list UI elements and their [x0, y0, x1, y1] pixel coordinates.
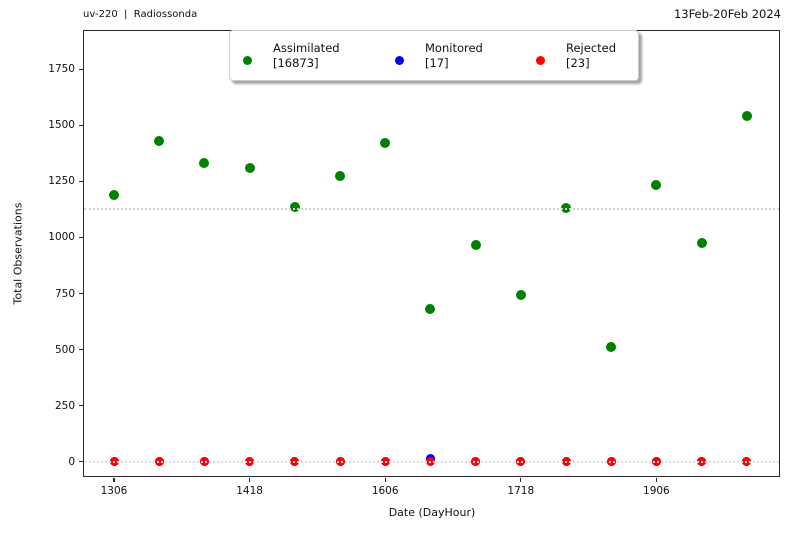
- assimilated-point: [335, 170, 345, 181]
- y-tick-label: 1000: [48, 231, 75, 244]
- y-tick-mark: [79, 405, 83, 407]
- legend: Assimilated [16873] Monitored [17] Rejected[…: [229, 30, 639, 81]
- x-tick-mark: [520, 477, 522, 482]
- x-tick-mark: [249, 477, 251, 482]
- chart-subtitle-right: 13Feb-20Feb 2024: [673, 7, 781, 21]
- y-tick-mark: [79, 236, 83, 239]
- legend-item-rejected: Rejected [23]: [536, 31, 616, 80]
- plot-area: [83, 30, 780, 477]
- x-tick-label: 1418: [236, 485, 263, 497]
- chart-subtitle-left: uv-220 | Radiossonda: [83, 9, 198, 20]
- y-tick-label: 1500: [48, 119, 75, 132]
- y-tick-label: 0: [68, 455, 75, 468]
- assimilated-point: [244, 162, 255, 173]
- legend-series-count: [17]: [425, 55, 449, 70]
- legend-series-name: Monitored: [425, 41, 483, 55]
- x-tick-label: 1906: [643, 485, 670, 497]
- legend-marker-monitored-icon: [395, 55, 404, 65]
- x-tick-label: 1606: [371, 485, 399, 497]
- assimilated-point: [109, 189, 119, 200]
- legend-item-assimilated: Assimilated [16873]: [243, 31, 340, 80]
- legend-series-name: Assimilated: [273, 41, 340, 55]
- y-tick-label: 500: [54, 343, 75, 356]
- legend-label-monitored: Monitored [17]: [425, 41, 483, 70]
- legend-series-count: [23]: [566, 55, 590, 70]
- legend-marker-assimilated-icon: [243, 55, 252, 65]
- assimilated-point: [696, 237, 707, 248]
- assimilated-point: [741, 110, 752, 121]
- assimilated-point: [515, 289, 526, 300]
- x-axis-label: Date (DayHour): [388, 506, 476, 519]
- legend-series-count: [16873]: [273, 55, 319, 70]
- legend-marker-rejected-icon: [536, 55, 545, 65]
- y-tick-mark: [79, 68, 83, 70]
- assimilated-point: [289, 202, 300, 213]
- x-tick-label: 1718: [507, 485, 535, 497]
- assimilated-point: [651, 179, 662, 190]
- legend-label-assimilated: Assimilated [16873]: [273, 41, 340, 70]
- assimilated-point: [425, 304, 436, 315]
- assimilated-point: [154, 136, 165, 147]
- assimilated-mean-line: [84, 208, 779, 211]
- y-axis-label: Total Observations: [11, 202, 25, 305]
- assimilated-point: [561, 203, 571, 214]
- x-tick-mark: [384, 477, 386, 482]
- legend-series-name: Rejected: [566, 41, 617, 55]
- x-tick-mark: [655, 477, 657, 482]
- assimilated-point: [606, 342, 617, 353]
- zero-baseline: [84, 460, 779, 463]
- y-tick-label: 750: [54, 287, 75, 300]
- y-tick-mark: [79, 461, 83, 463]
- assimilated-point: [199, 158, 210, 169]
- y-tick-mark: [79, 124, 83, 126]
- y-tick-mark: [79, 180, 83, 182]
- assimilated-point: [470, 240, 481, 251]
- y-tick-mark: [79, 348, 83, 351]
- y-tick-mark: [79, 292, 83, 295]
- legend-item-monitored: Monitored [17]: [395, 31, 483, 80]
- y-tick-label: 1750: [48, 63, 75, 76]
- legend-label-rejected: Rejected [23]: [566, 41, 616, 70]
- assimilated-point: [380, 138, 391, 149]
- y-tick-label: 1250: [48, 175, 75, 188]
- x-tick-label: 1306: [100, 485, 128, 497]
- y-tick-label: 250: [54, 399, 75, 412]
- x-tick-mark: [113, 477, 115, 482]
